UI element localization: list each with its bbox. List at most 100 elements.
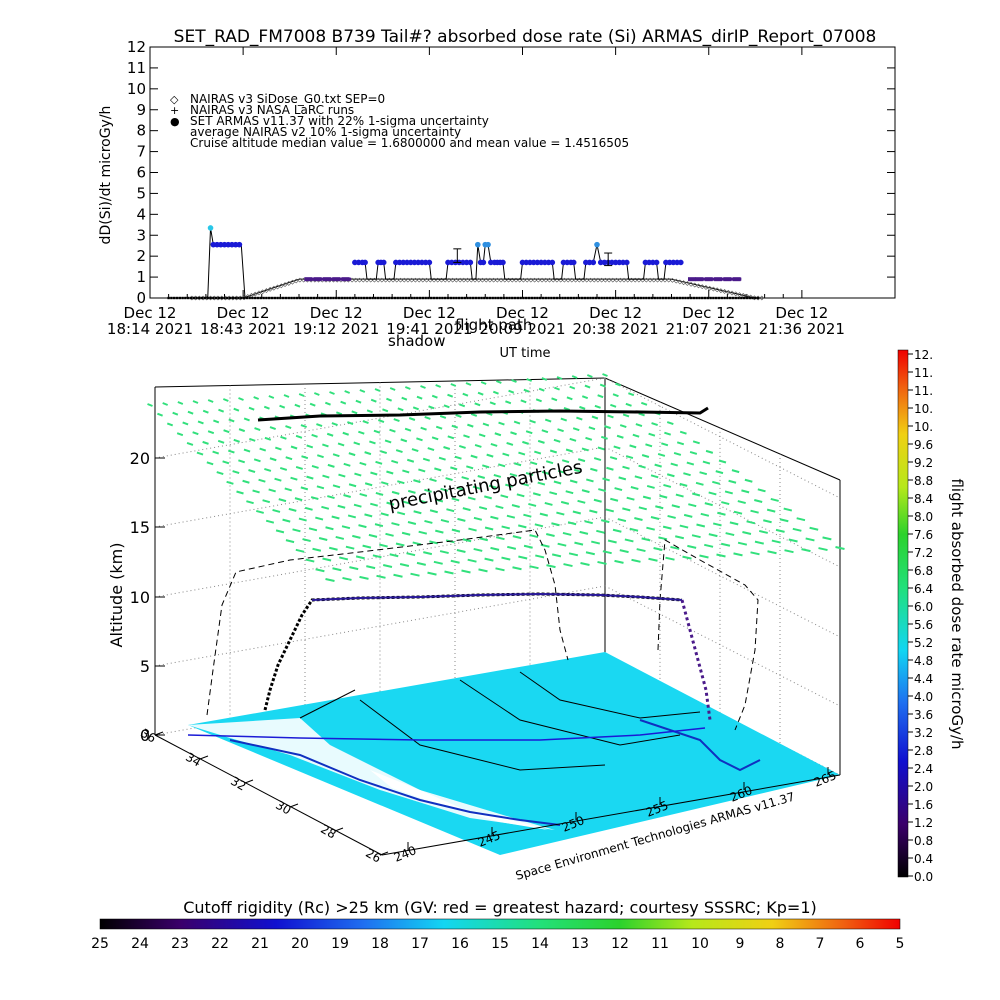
precip-marker (586, 478, 594, 483)
nairas-sidose-diamond (733, 291, 739, 297)
baseline-point (418, 296, 422, 300)
precip-marker (588, 426, 596, 431)
baseline-point (597, 296, 601, 300)
legend-entry: NAIRAS v3 NASA LaRC runs (190, 103, 354, 117)
precip-marker (692, 440, 700, 445)
grid-line-alt (154, 585, 606, 667)
precip-marker (513, 420, 521, 425)
precip-marker (370, 502, 378, 507)
precip-marker (262, 499, 271, 504)
precip-marker (252, 489, 260, 494)
dose-cbar-tick-label: 6.8 (914, 564, 933, 578)
precip-marker (248, 469, 256, 473)
rigidity-cbar-tick-label: 12 (611, 936, 629, 952)
precip-marker (431, 394, 438, 399)
baseline-point (321, 296, 324, 300)
precip-marker (418, 499, 427, 504)
state-border-3 (459, 679, 681, 746)
z-tick-label: 10 (130, 588, 150, 607)
precip-marker (663, 483, 672, 488)
precip-marker (541, 377, 548, 381)
baseline-point (480, 296, 483, 300)
precip-marker (553, 480, 562, 485)
baseline-point (240, 296, 243, 300)
precip-marker (670, 545, 680, 550)
precip-marker (561, 459, 570, 464)
precip-marker (551, 553, 562, 558)
nairas-sidose-diamond (267, 286, 273, 292)
dose-cbar-tick-label: 3.6 (914, 708, 933, 722)
precip-marker (467, 558, 477, 563)
precip-marker (523, 388, 530, 393)
precip-marker (186, 441, 194, 446)
precip-marker (264, 468, 272, 472)
precip-marker (572, 510, 582, 515)
precip-marker (650, 474, 659, 479)
baseline-point (530, 296, 534, 300)
baseline-point (407, 296, 411, 300)
precip-marker (429, 509, 438, 514)
baseline-point (751, 296, 754, 300)
precip-marker (478, 568, 488, 573)
precip-marker (482, 464, 490, 469)
baseline-point (633, 296, 637, 300)
precip-marker (505, 483, 513, 488)
precip-marker (618, 476, 627, 481)
baseline-point (477, 296, 480, 300)
baseline-point (499, 296, 503, 300)
baseline-point (667, 296, 670, 300)
baseline-point (256, 296, 260, 300)
precip-marker (384, 439, 392, 444)
y-tick-label: 1 (136, 268, 146, 286)
grid-line-alt-side (604, 377, 841, 499)
precip-marker (534, 523, 544, 528)
error-bar (604, 252, 613, 267)
precip-marker (573, 468, 582, 473)
precip-marker (315, 516, 324, 521)
nairas-sidose-diamond (740, 292, 746, 298)
precip-marker (577, 458, 586, 463)
baseline-point (382, 296, 385, 300)
precip-marker (325, 578, 335, 582)
precip-marker (295, 434, 303, 439)
precip-marker (249, 437, 256, 442)
precip-marker (659, 494, 668, 499)
lat-tick (154, 731, 164, 736)
precip-marker (407, 521, 417, 525)
armas-point (236, 241, 243, 248)
state-border-2 (359, 699, 606, 771)
precip-marker (614, 559, 624, 564)
annotation-shadow: shadow (388, 332, 445, 350)
baseline-point (494, 296, 497, 300)
precip-marker (182, 421, 189, 426)
precip-marker (407, 489, 416, 494)
precip-marker (355, 555, 365, 560)
precip-marker (301, 455, 309, 460)
precip-marker (439, 415, 447, 419)
precip-marker (217, 439, 225, 444)
baseline-point (323, 296, 327, 300)
baseline-point (508, 296, 511, 300)
baseline-point (558, 296, 561, 300)
precip-marker (366, 409, 373, 414)
precip-marker (495, 567, 505, 572)
baseline-point (600, 296, 603, 300)
precip-marker (626, 496, 635, 501)
precip-marker (172, 411, 179, 416)
armas-point (467, 259, 474, 266)
baseline-point (533, 296, 536, 300)
y-axis-label: dD(Si)/dt microGy/h (98, 106, 114, 245)
precip-marker (461, 476, 469, 480)
precip-marker (348, 483, 357, 488)
precip-marker (391, 522, 400, 527)
precip-marker (265, 519, 275, 524)
x-tick-label-day: Dec 12 (217, 304, 270, 322)
precip-marker (557, 428, 564, 433)
dose-cbar-tick-label: 3.2 (914, 726, 933, 740)
precip-marker (322, 443, 329, 448)
nairas-sidose-diamond (759, 295, 765, 301)
baseline-point (466, 296, 469, 300)
baseline-point (351, 296, 355, 300)
baseline-point (502, 296, 506, 300)
